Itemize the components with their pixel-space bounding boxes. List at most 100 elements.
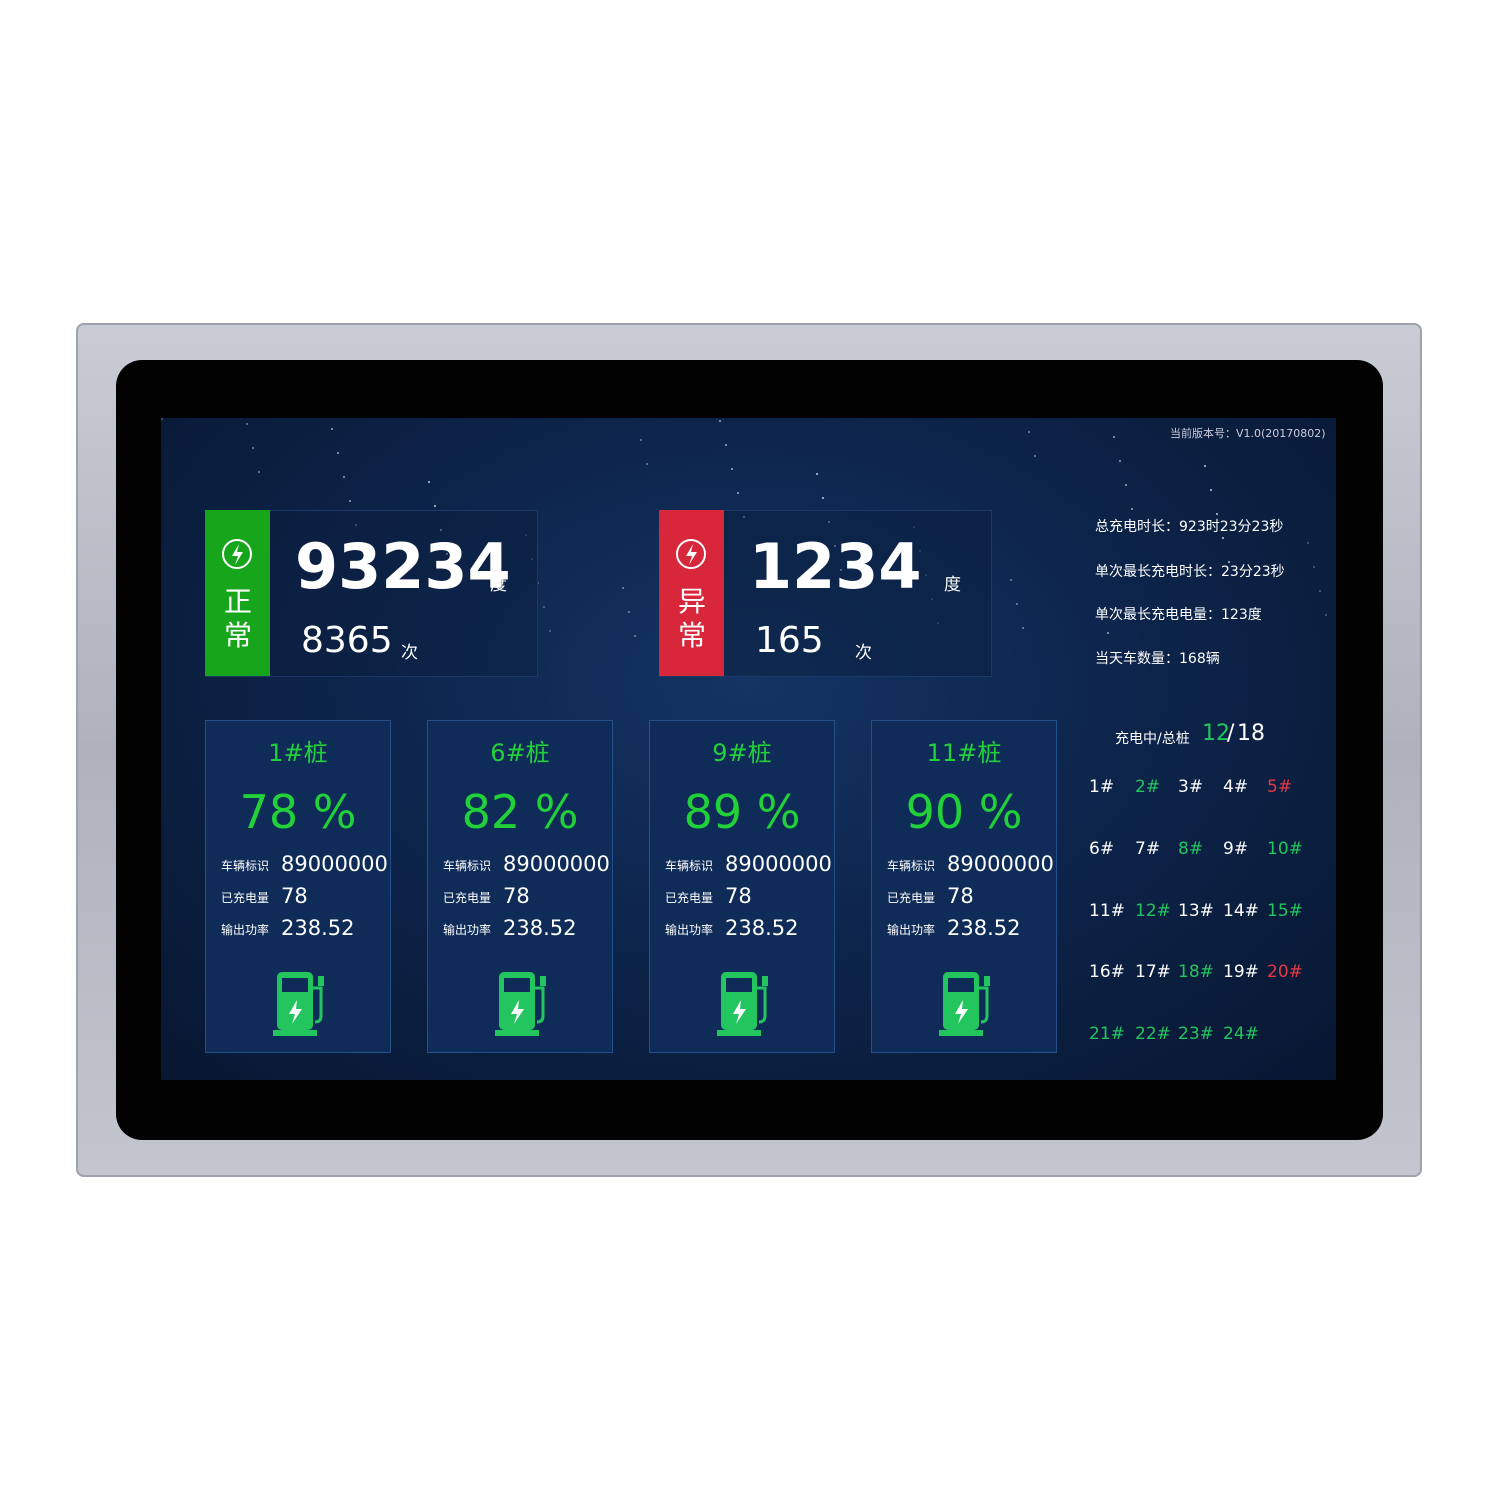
- pile-status: 16#: [1089, 962, 1125, 982]
- star: [725, 444, 727, 446]
- pile-status: 19#: [1223, 962, 1259, 982]
- field-value: 78: [503, 884, 530, 908]
- star: [1034, 455, 1036, 457]
- count-unit: 次: [855, 643, 872, 663]
- pile-status: 7#: [1135, 839, 1161, 859]
- screen: 当前版本号：V1.0(20170802) 正常 93234 度 8365 次异常 1234 度…: [161, 418, 1336, 1080]
- field-label: 输出功率: [665, 923, 714, 937]
- field-value: 78: [947, 884, 974, 908]
- count-value: 8365: [301, 620, 393, 661]
- star: [161, 418, 163, 420]
- star: [537, 582, 539, 584]
- field-label: 输出功率: [221, 923, 270, 937]
- status-label: 正常: [223, 585, 252, 652]
- pile-status: 8#: [1178, 839, 1204, 859]
- field-label: 输出功率: [887, 923, 936, 937]
- charger-icon-svg: [495, 972, 546, 1036]
- pile-status: 20#: [1267, 962, 1303, 982]
- star: [349, 500, 351, 502]
- status-label: 异常: [677, 585, 706, 652]
- pile-status: 22#: [1135, 1024, 1171, 1044]
- field-value: 238.52: [503, 916, 577, 940]
- star: [1022, 627, 1024, 629]
- stat-line: 当天车数量：168辆: [1095, 651, 1220, 667]
- star: [331, 428, 333, 430]
- field-value: 78: [281, 884, 308, 908]
- status-strip: [659, 510, 724, 676]
- star: [1313, 566, 1315, 568]
- star: [1125, 484, 1127, 486]
- pile-status: 3#: [1178, 777, 1204, 797]
- energy-value: 1234: [749, 530, 922, 603]
- pile-status: 1#: [1089, 777, 1115, 797]
- star: [816, 473, 818, 475]
- charger-icon-svg: [717, 972, 768, 1036]
- version: 当前版本号：V1.0(20170802): [1170, 427, 1326, 440]
- energy-value: 93234: [295, 530, 511, 603]
- star: [1319, 590, 1321, 592]
- star: [1131, 508, 1133, 510]
- charger-icon-svg: [939, 972, 990, 1036]
- star: [1113, 436, 1115, 438]
- charger-icon: [933, 968, 999, 1038]
- star: [646, 463, 648, 465]
- status-icon: [676, 539, 706, 569]
- field-value: 238.52: [947, 916, 1021, 940]
- energy-unit: 度: [490, 575, 507, 595]
- star: [1107, 632, 1109, 634]
- star: [1010, 579, 1012, 581]
- field-value: 89000000: [725, 852, 832, 876]
- star: [640, 439, 642, 441]
- star: [1307, 542, 1309, 544]
- field-label: 车辆标识: [887, 859, 936, 873]
- star: [1228, 561, 1230, 563]
- pile-status: 11#: [1089, 901, 1125, 921]
- star: [434, 505, 436, 507]
- pile-title: 1#桩: [268, 739, 328, 767]
- pile-title: 9#桩: [712, 739, 772, 767]
- pile-status: 23#: [1178, 1024, 1214, 1044]
- pile-status: 5#: [1267, 777, 1293, 797]
- pile-status: 2#: [1135, 777, 1161, 797]
- star: [737, 492, 739, 494]
- pile-percent: 82 %: [461, 785, 579, 839]
- star: [1028, 431, 1030, 433]
- total-count: 18: [1237, 721, 1265, 746]
- field-value: 89000000: [281, 852, 388, 876]
- count-unit: 次: [401, 643, 418, 663]
- charger-icon: [267, 968, 333, 1038]
- star: [1222, 537, 1224, 539]
- stat-line: 总充电时长：923时23分23秒: [1095, 519, 1284, 535]
- pile-percent: 89 %: [683, 785, 801, 839]
- star: [258, 471, 260, 473]
- pile-status: 15#: [1267, 901, 1303, 921]
- star: [543, 606, 545, 608]
- pile-percent: 78 %: [239, 785, 357, 839]
- pile-status: 4#: [1223, 777, 1249, 797]
- star: [822, 497, 824, 499]
- separator: /: [1227, 721, 1235, 746]
- pile-status: 6#: [1089, 839, 1115, 859]
- charger-icon: [489, 968, 555, 1038]
- star: [622, 587, 624, 589]
- field-value: 238.52: [725, 916, 799, 940]
- star: [1119, 460, 1121, 462]
- star: [628, 611, 630, 613]
- energy-unit: 度: [944, 575, 961, 595]
- field-value: 89000000: [503, 852, 610, 876]
- field-label: 已充电量: [443, 891, 492, 905]
- charger-icon: [711, 968, 777, 1038]
- charging-count: 12: [1202, 721, 1230, 746]
- star: [549, 630, 551, 632]
- field-value: 238.52: [281, 916, 355, 940]
- field-label: 已充电量: [887, 891, 936, 905]
- field-label: 已充电量: [221, 891, 270, 905]
- field-label: 车辆标识: [443, 859, 492, 873]
- star: [719, 420, 721, 422]
- star: [337, 452, 339, 454]
- pile-status: 17#: [1135, 962, 1171, 982]
- field-value: 78: [725, 884, 752, 908]
- pile-title: 11#桩: [926, 739, 1002, 767]
- star: [1204, 465, 1206, 467]
